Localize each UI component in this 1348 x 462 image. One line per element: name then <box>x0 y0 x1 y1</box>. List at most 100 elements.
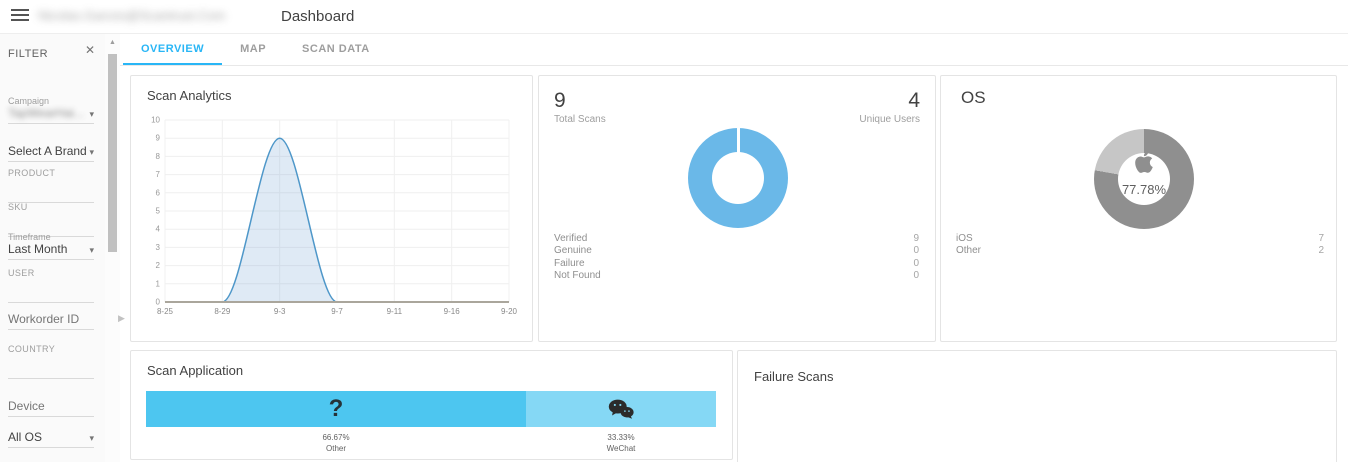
svg-text:8-25: 8-25 <box>157 307 174 316</box>
tab-overview[interactable]: OVERVIEW <box>123 34 223 65</box>
scan-result-legend: Verified 9 Genuine 0 Failure 0 Not Found 0 <box>554 232 919 282</box>
apple-icon <box>1135 151 1153 173</box>
card-title: Failure Scans <box>754 369 834 384</box>
svg-text:10: 10 <box>151 116 160 125</box>
question-mark-icon: ? <box>328 395 344 422</box>
chevron-down-icon: ▾ <box>89 245 94 255</box>
svg-text:9-11: 9-11 <box>387 307 403 316</box>
legend-row: Failure 0 <box>554 257 919 269</box>
unique-users-value: 4 <box>908 89 920 112</box>
user-label: USER <box>8 268 35 278</box>
device-input[interactable]: Device <box>8 399 94 417</box>
tab-scan-data[interactable]: SCAN DATA <box>302 42 370 55</box>
timeframe-select[interactable]: Last Month ▾ <box>8 242 94 260</box>
legend-row: Genuine 0 <box>554 245 919 257</box>
country-label: COUNTRY <box>8 344 56 354</box>
scan-application-bar-chart: ? <box>146 391 716 427</box>
failure-scans-card: Failure Scans <box>737 350 1337 462</box>
filter-field-os: All OS ▾ <box>8 430 94 448</box>
total-scans-value: 9 <box>554 89 566 112</box>
bar-labels: 66.67% Other 33.33% WeChat <box>146 433 716 455</box>
card-title: OS <box>961 88 986 107</box>
product-label: PRODUCT <box>8 168 56 178</box>
bar-segment-other: ? <box>146 391 527 427</box>
svg-text:0: 0 <box>156 298 161 307</box>
svg-text:6: 6 <box>156 188 161 197</box>
total-scans-stat: 9 Total Scans <box>554 90 606 125</box>
total-scans-donut-chart <box>688 128 788 228</box>
total-scans-card: 9 Total Scans 4 Unique Users Verified 9 G… <box>538 75 936 342</box>
chevron-down-icon: ▾ <box>89 109 94 119</box>
svg-text:7: 7 <box>156 170 161 179</box>
filter-field-campaign: Campaign TapWearHai... ▾ <box>8 96 94 124</box>
svg-text:9-3: 9-3 <box>274 307 286 316</box>
timeframe-label: Timeframe <box>8 232 51 242</box>
svg-text:9: 9 <box>156 134 161 143</box>
workorder-id-input[interactable]: Workorder ID <box>8 312 94 330</box>
scroll-up-icon[interactable]: ▲ <box>109 39 116 46</box>
filter-field-brand: Select A Brand ▾ <box>8 144 94 162</box>
svg-text:9-7: 9-7 <box>331 307 343 316</box>
filter-field-sku: SKU <box>8 202 94 237</box>
sku-label: SKU <box>8 202 28 212</box>
campaign-label: Campaign <box>8 96 50 106</box>
chevron-down-icon: ▾ <box>89 433 94 443</box>
panel-expand-icon[interactable]: ▶ <box>118 313 125 323</box>
tab-map[interactable]: MAP <box>240 42 267 55</box>
os-donut-chart: 77.78% <box>1094 129 1194 229</box>
country-input[interactable] <box>8 366 94 379</box>
user-input[interactable] <box>8 290 94 303</box>
svg-text:9-20: 9-20 <box>501 307 517 316</box>
bar-label-other: 66.67% Other <box>322 433 350 453</box>
os-percent-label: 77.78% <box>1121 182 1167 197</box>
svg-text:5: 5 <box>156 207 161 216</box>
card-title: Scan Application <box>147 363 244 378</box>
campaign-select[interactable]: TapWearHai... ▾ <box>8 106 94 124</box>
legend-row: iOS 7 <box>956 232 1324 244</box>
page-title: Dashboard <box>281 8 355 25</box>
legend-row: Not Found 0 <box>554 270 919 282</box>
filter-field-device: Device <box>8 399 94 417</box>
filter-field-country: COUNTRY <box>8 344 94 379</box>
svg-text:3: 3 <box>156 243 161 252</box>
top-header: Nicolas.Garces@Scantrust.Com Dashboard <box>0 0 1348 34</box>
svg-text:8-29: 8-29 <box>214 307 231 316</box>
unique-users-label: Unique Users <box>859 114 920 125</box>
filter-field-workorder: Workorder ID <box>8 312 94 330</box>
svg-text:9-16: 9-16 <box>444 307 461 316</box>
scan-analytics-chart: 0 1 2 3 4 5 6 7 8 9 10 8-25 8-29 9-3 9-7 9-11 9-16 9-20 <box>141 112 521 326</box>
brand-select[interactable]: Select A Brand ▾ <box>8 144 94 162</box>
vertical-scrollbar: ▲ <box>105 34 120 462</box>
filter-panel: FILTER ✕ Campaign TapWearHai... ▾ Select… <box>0 34 105 462</box>
scrollbar-thumb[interactable] <box>108 54 117 252</box>
donut-hole <box>712 152 764 204</box>
svg-text:2: 2 <box>156 261 161 270</box>
legend-row: Other 2 <box>956 245 1324 257</box>
os-legend: iOS 7 Other 2 <box>956 232 1324 257</box>
filter-field-user: USER <box>8 268 94 303</box>
bar-segment-wechat <box>526 391 716 427</box>
tab-bar: OVERVIEW MAP SCAN DATA <box>120 34 1348 66</box>
os-select[interactable]: All OS ▾ <box>8 430 94 448</box>
close-icon[interactable]: ✕ <box>84 43 95 57</box>
scan-application-card: Scan Application ? 66.67% <box>130 350 733 460</box>
menu-icon[interactable] <box>11 9 29 23</box>
total-scans-label: Total Scans <box>554 114 606 125</box>
legend-row: Verified 9 <box>554 232 919 244</box>
sku-input[interactable] <box>8 224 94 237</box>
product-input[interactable] <box>8 190 94 203</box>
filter-title: FILTER <box>8 48 49 60</box>
donut-notch <box>736 128 740 153</box>
os-card: OS 77.78% iOS 7 Other 2 <box>940 75 1337 342</box>
scan-analytics-card: Scan Analytics 0 1 2 3 4 5 6 7 8 9 10 8-25 8-29 9-3 9-… <box>130 75 533 342</box>
bar-label-wechat: 33.33% WeChat <box>606 433 636 453</box>
svg-text:4: 4 <box>156 225 161 234</box>
svg-text:8: 8 <box>156 152 161 161</box>
filter-field-timeframe: Timeframe Last Month ▾ <box>8 232 94 260</box>
card-title: Scan Analytics <box>147 88 232 103</box>
svg-text:1: 1 <box>156 279 161 288</box>
wechat-icon <box>608 399 634 419</box>
unique-users-stat: 4 Unique Users <box>859 90 920 125</box>
user-email: Nicolas.Garces@Scantrust.Com <box>38 8 226 23</box>
